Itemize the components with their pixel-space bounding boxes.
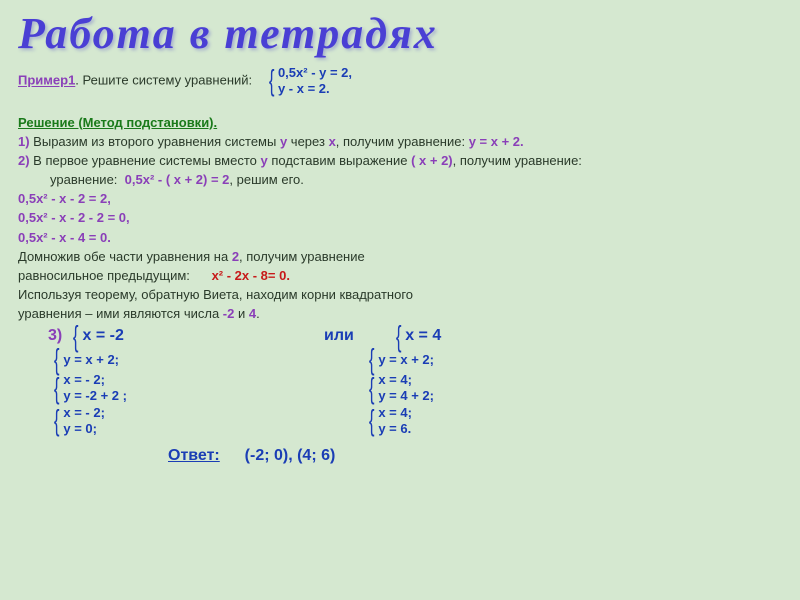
step3-right: x = 4 (405, 327, 441, 345)
right-column: { y = x + 2; { x = 4; y = 4 + 2; { x = 4… (367, 348, 434, 437)
solution-heading: Решение (Метод подстановки). (18, 114, 782, 132)
step2-c: , получим уравнение: (453, 153, 582, 168)
pair-val: y = x + 2; (378, 352, 434, 368)
calc2: 0,5x² - x - 2 - 2 = 0, (18, 209, 782, 227)
step3-left: x = -2 (82, 327, 123, 345)
brace-icon: { (369, 376, 375, 401)
solution-label: Решение (Метод подстановки). (18, 115, 217, 130)
roots-and: и (234, 306, 249, 321)
brace-icon: { (369, 348, 375, 373)
brace-icon: { (369, 408, 375, 433)
answer-label: Ответ: (168, 447, 220, 465)
brace-icon: { (54, 348, 60, 373)
step1-b: через (287, 134, 328, 149)
step2-y: y (260, 153, 267, 168)
example-label: Пример1 (18, 73, 75, 88)
system-eq1: 0,5x² - y = 2, (278, 65, 352, 81)
pair-row: { y = x + 2; (367, 348, 434, 372)
equiv-a: равносильное предыдущим: (18, 268, 190, 283)
solution-pairs: { y = x + 2; { x = - 2; y = -2 + 2 ; { x… (52, 348, 782, 437)
pair-val: x = - 2; (63, 372, 127, 388)
step2-a: В первое уравнение системы вместо (30, 153, 261, 168)
pair-val: x = 4; (378, 372, 434, 388)
calc3: 0,5x² - x - 4 = 0. (18, 229, 782, 247)
answer-row: Ответ: (-2; 0), (4; 6) (168, 447, 782, 465)
pair-val: y = 4 + 2; (378, 388, 434, 404)
step2-eq: 0,5x² - ( x + 2) = 2 (125, 172, 230, 187)
pair-val: y = 6. (378, 421, 412, 437)
step2-d: , решим его. (229, 172, 303, 187)
equiv-eq: x² - 2x - 8= 0. (212, 268, 290, 283)
mult-b: , получим уравнение (239, 249, 365, 264)
step1-num: 1) (18, 134, 30, 149)
step2-line1: 2) В первое уравнение системы вместо y п… (18, 152, 782, 170)
left-column: { y = x + 2; { x = - 2; y = -2 + 2 ; { x… (52, 348, 127, 437)
pair-val: x = - 2; (63, 405, 105, 421)
step1-eq: y = x + 2. (469, 134, 524, 149)
pair-val: y = x + 2; (63, 352, 119, 368)
mult-line: Домножив обе части уравнения на 2, получ… (18, 248, 782, 266)
system-eq2: y - x = 2. (278, 81, 352, 97)
pair-val: y = 0; (63, 421, 105, 437)
step1-c: , получим уравнение: (336, 134, 469, 149)
step3-or: или (324, 327, 354, 345)
root2: 4 (249, 306, 256, 321)
step1-x: x (329, 134, 336, 149)
step3-right-sys: { x = 4 (394, 325, 441, 349)
answer-vals: (-2; 0), (4; 6) (245, 447, 336, 465)
initial-system: { 0,5x² - y = 2, y - x = 2. (267, 65, 352, 98)
pair-row: { x = 4; y = 4 + 2; (367, 372, 434, 405)
slide-content: Работа в тетрадях Пример1. Решите систем… (0, 0, 800, 473)
brace-icon: { (73, 324, 79, 349)
mult-a: Домножив обе части уравнения на (18, 249, 232, 264)
calc1: 0,5x² - x - 2 = 2, (18, 190, 782, 208)
pair-val: x = 4; (378, 405, 412, 421)
step2-num: 2) (18, 153, 30, 168)
brace-icon: { (396, 324, 402, 349)
step3-header: 3) { x = -2 или { x = 4 (48, 325, 782, 349)
intro-text: . Решите систему уравнений: (75, 73, 252, 88)
pair-row: { x = - 2; y = 0; (52, 405, 127, 438)
example-intro: Пример1. Решите систему уравнений: { 0,5… (18, 65, 782, 98)
vieta-line: Используя теорему, обратную Виета, наход… (18, 286, 782, 304)
root1: -2 (223, 306, 235, 321)
brace-icon: { (54, 376, 60, 401)
pair-row: { y = x + 2; (52, 348, 127, 372)
step1: 1) Выразим из второго уравнения системы … (18, 133, 782, 151)
brace-icon: { (268, 69, 274, 94)
pair-row: { x = - 2; y = -2 + 2 ; (52, 372, 127, 405)
step2-expr: ( x + 2) (411, 153, 453, 168)
pair-row: { x = 4; y = 6. (367, 405, 434, 438)
step2-line2: уравнение: 0,5x² - ( x + 2) = 2, решим е… (50, 171, 782, 189)
brace-icon: { (54, 408, 60, 433)
roots-dot: . (256, 306, 260, 321)
slide-title: Работа в тетрадях (18, 8, 782, 59)
step1-a: Выразим из второго уравнения системы (30, 134, 280, 149)
step3-left-sys: { x = -2 (71, 325, 124, 349)
roots-a: уравнения – ими являются числа (18, 306, 223, 321)
step2-b: подставим выражение (268, 153, 411, 168)
mult-2: 2 (232, 249, 239, 264)
equiv-line: равносильное предыдущим: x² - 2x - 8= 0. (18, 267, 782, 285)
pair-val: y = -2 + 2 ; (63, 388, 127, 404)
